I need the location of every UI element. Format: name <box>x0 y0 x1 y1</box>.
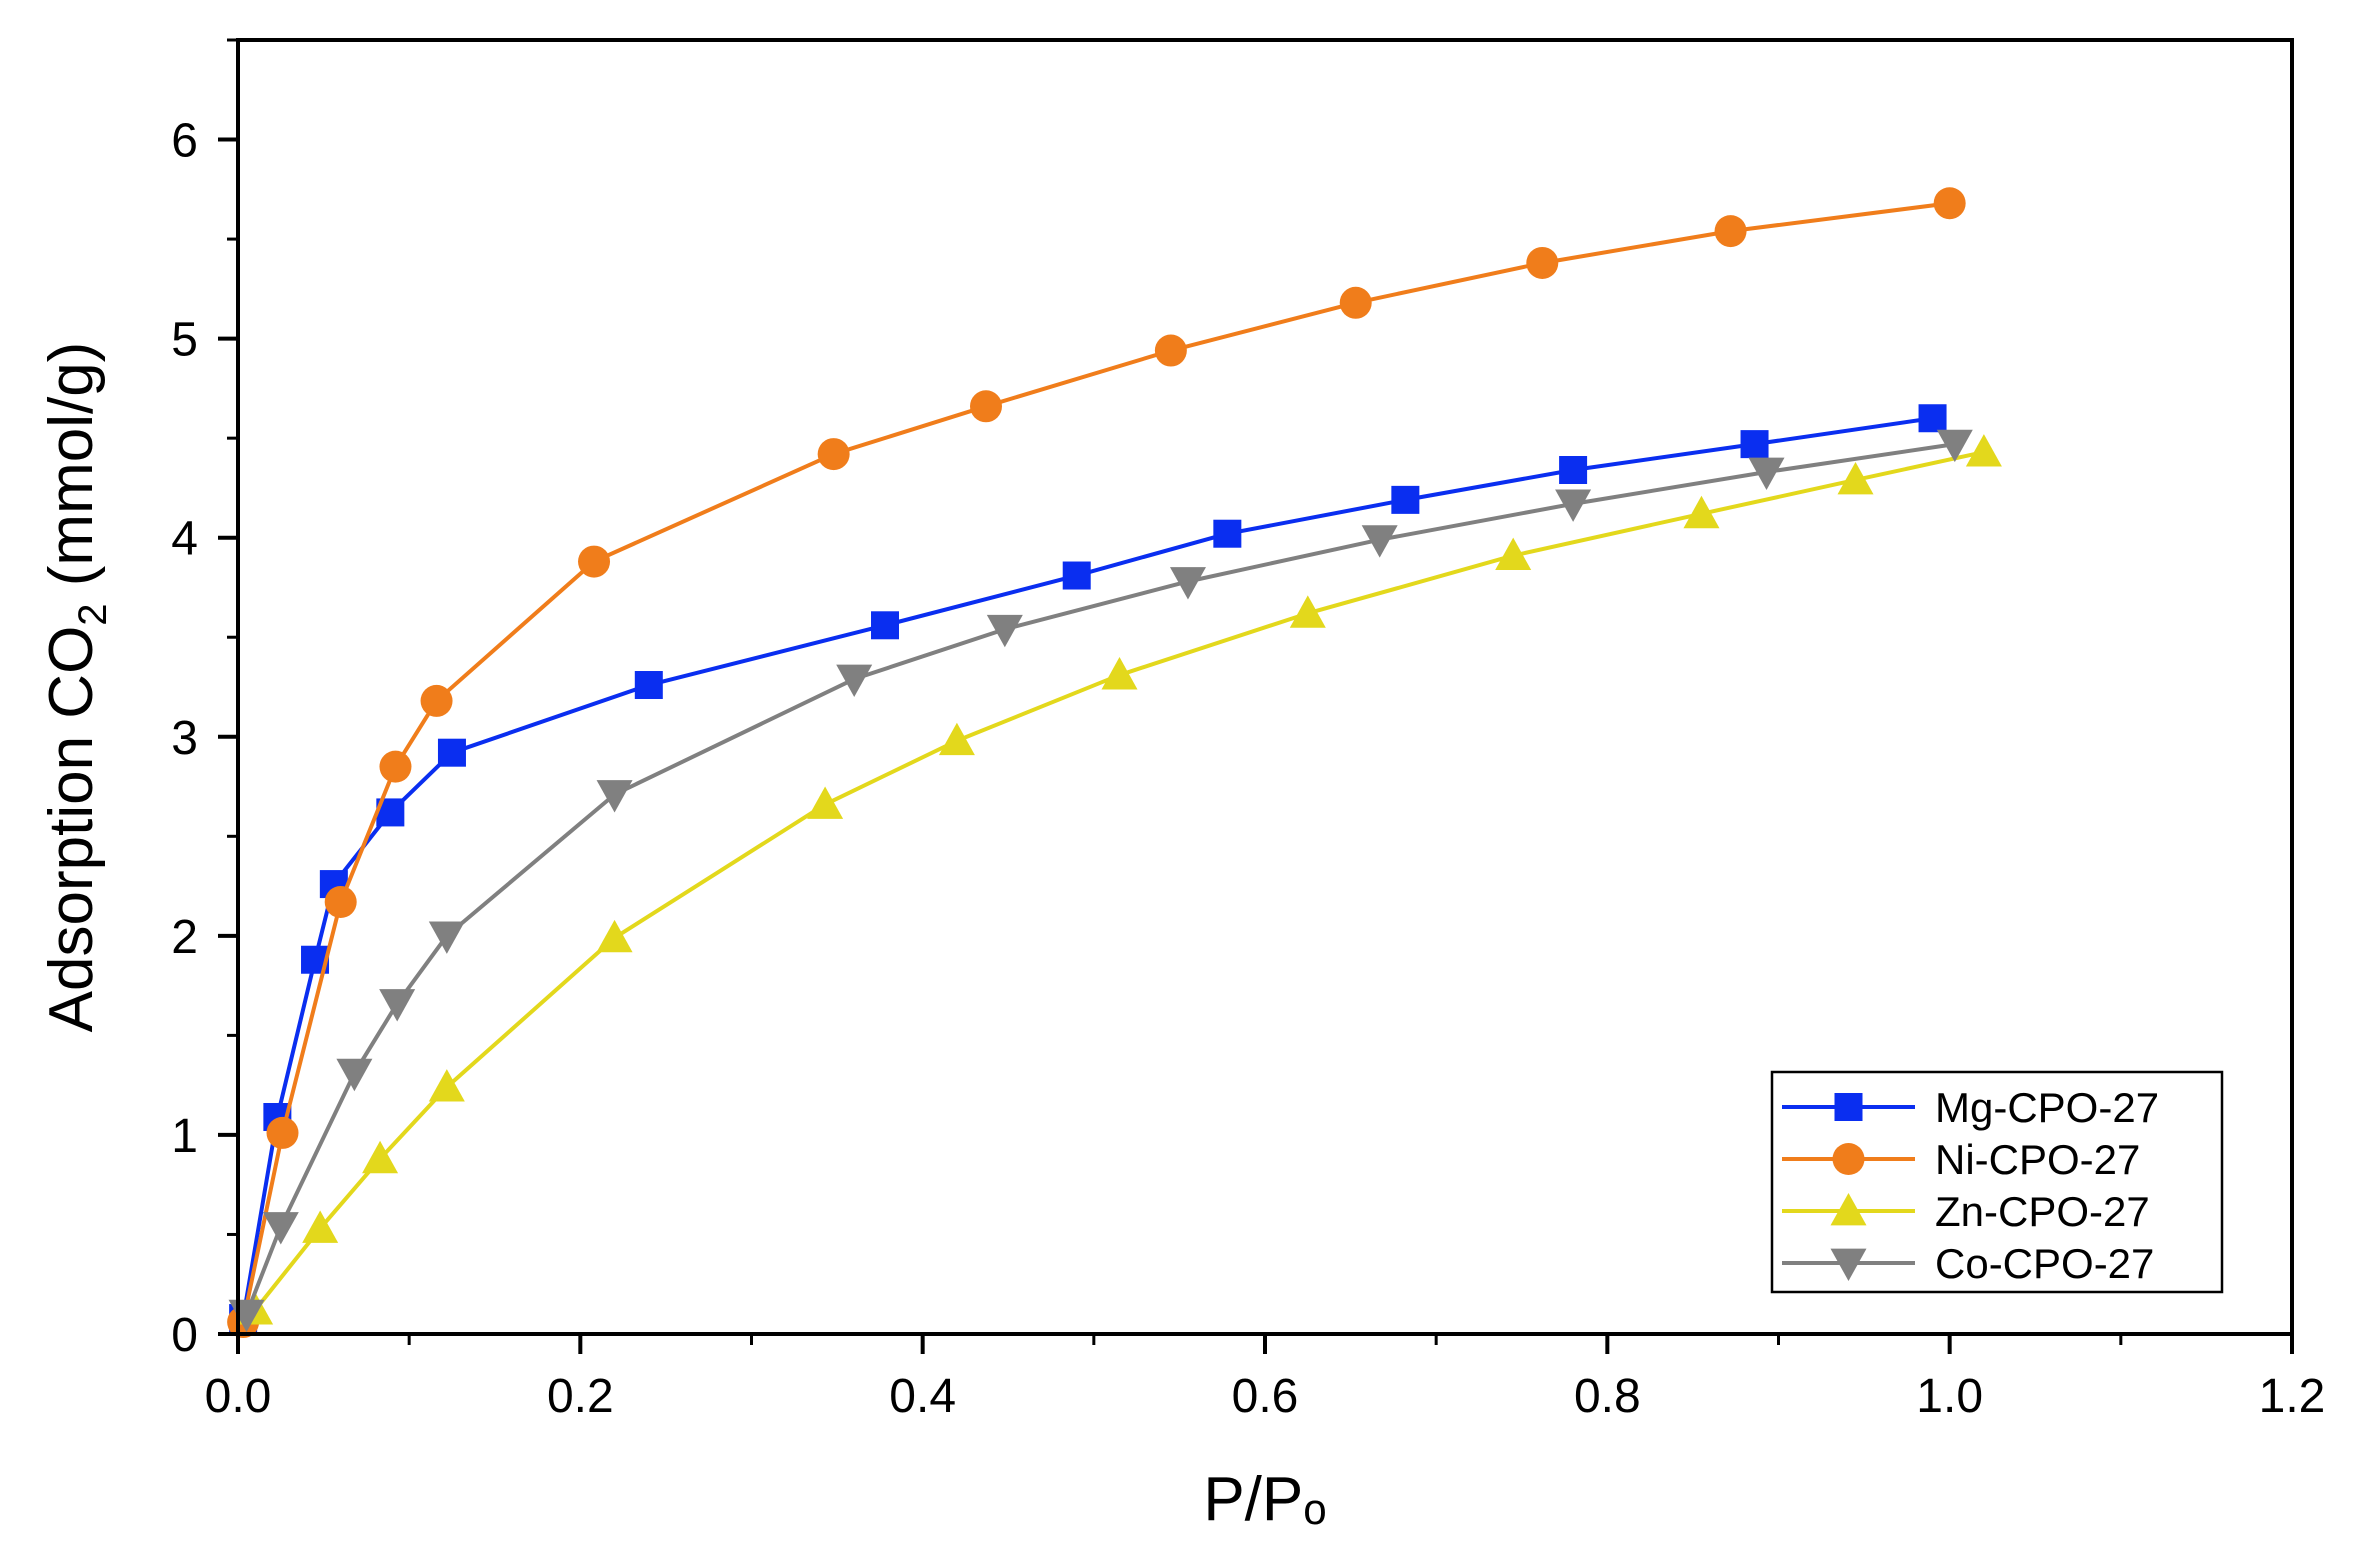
data-point-ni-cpo-27 <box>817 438 850 471</box>
x-tick-label: 1.0 <box>1916 1370 1983 1423</box>
series-layer <box>227 187 2002 1339</box>
data-point-co-cpo-27 <box>379 989 416 1022</box>
legend-marker-mg-cpo-27 <box>1834 1093 1863 1121</box>
x-tick-label: 0.8 <box>1574 1370 1641 1423</box>
data-point-co-cpo-27 <box>1748 457 1785 490</box>
legend-label-co-cpo-27: Co-CPO-27 <box>1935 1240 2154 1287</box>
data-point-ni-cpo-27 <box>1933 187 1966 220</box>
x-tick-label: 0.4 <box>889 1370 956 1423</box>
y-tick-label: 2 <box>171 911 198 964</box>
data-point-co-cpo-27 <box>428 921 465 954</box>
data-point-ni-cpo-27 <box>1526 246 1559 279</box>
data-point-ni-cpo-27 <box>1714 215 1747 248</box>
data-point-co-cpo-27 <box>1555 489 1592 522</box>
data-point-co-cpo-27 <box>336 1058 373 1092</box>
data-point-mg-cpo-27 <box>634 671 663 700</box>
data-point-co-cpo-27 <box>1361 525 1398 558</box>
data-point-zn-cpo-27 <box>1683 495 1720 529</box>
data-point-co-cpo-27 <box>1169 567 1206 600</box>
y-tick-label: 3 <box>171 712 198 765</box>
y-tick-label: 0 <box>171 1309 198 1362</box>
data-point-ni-cpo-27 <box>379 750 412 783</box>
data-point-co-cpo-27 <box>1936 429 1973 463</box>
legend-label-zn-cpo-27: Zn-CPO-27 <box>1935 1188 2150 1235</box>
data-point-mg-cpo-27 <box>871 611 900 640</box>
y-axis-title-units: (mmol/g) <box>37 342 106 604</box>
x-tick-label: 0.0 <box>205 1370 272 1423</box>
data-point-co-cpo-27 <box>262 1212 299 1245</box>
axis-ticks: 0.0 0.2 0.4 0.6 0.8 1.0 1.2 0 1 2 3 4 5 6 <box>171 38 2326 1423</box>
data-point-mg-cpo-27 <box>1559 456 1588 485</box>
x-axis-title: P/Pₒ <box>1203 1465 1326 1534</box>
y-axis-title: Adsorption CO2 (mmol/g) <box>37 342 115 1033</box>
data-point-mg-cpo-27 <box>1918 404 1947 433</box>
data-point-zn-cpo-27 <box>428 1069 465 1102</box>
data-point-ni-cpo-27 <box>324 886 357 919</box>
data-point-mg-cpo-27 <box>1391 485 1420 514</box>
data-point-mg-cpo-27 <box>437 738 466 767</box>
y-axis-title-subscript: 2 <box>71 603 115 625</box>
legend: Mg-CPO-27 Ni-CPO-27 Zn-CPO-27 Co-CPO-27 <box>1770 1070 2224 1294</box>
data-point-ni-cpo-27 <box>578 545 611 578</box>
data-point-ni-cpo-27 <box>266 1116 299 1149</box>
data-point-co-cpo-27 <box>986 614 1023 648</box>
data-point-zn-cpo-27 <box>596 919 633 953</box>
data-point-mg-cpo-27 <box>1062 561 1091 590</box>
data-point-ni-cpo-27 <box>969 390 1002 423</box>
data-point-zn-cpo-27 <box>1101 657 1138 690</box>
data-point-mg-cpo-27 <box>1740 430 1769 459</box>
y-tick-label: 4 <box>171 513 198 566</box>
legend-marker-zn-cpo-27 <box>1830 1193 1867 1226</box>
data-point-zn-cpo-27 <box>1965 434 2002 467</box>
x-tick-label: 1.2 <box>2259 1370 2326 1423</box>
x-tick-label: 0.2 <box>547 1370 614 1423</box>
y-tick-label: 1 <box>171 1110 198 1163</box>
data-point-zn-cpo-27 <box>1495 537 1532 571</box>
data-point-zn-cpo-27 <box>1837 461 1874 495</box>
data-point-co-cpo-27 <box>596 780 633 813</box>
x-tick-label: 0.6 <box>1232 1370 1299 1423</box>
data-point-zn-cpo-27 <box>362 1140 399 1174</box>
y-tick-label: 5 <box>171 314 198 367</box>
legend-marker-ni-cpo-27 <box>1832 1143 1865 1175</box>
y-tick-label: 6 <box>171 115 198 168</box>
data-point-ni-cpo-27 <box>420 684 453 717</box>
data-point-zn-cpo-27 <box>1289 595 1326 628</box>
data-point-zn-cpo-27 <box>807 786 844 819</box>
data-point-zn-cpo-27 <box>938 722 975 756</box>
legend-label-ni-cpo-27: Ni-CPO-27 <box>1935 1136 2140 1183</box>
data-point-co-cpo-27 <box>836 664 873 698</box>
data-point-ni-cpo-27 <box>1154 334 1187 367</box>
y-axis-title-main: Adsorption CO <box>37 626 106 1033</box>
data-point-ni-cpo-27 <box>1339 286 1372 319</box>
data-point-zn-cpo-27 <box>302 1210 339 1243</box>
data-point-mg-cpo-27 <box>1213 519 1242 548</box>
legend-marker-co-cpo-27 <box>1830 1248 1867 1281</box>
legend-label-mg-cpo-27: Mg-CPO-27 <box>1935 1084 2159 1131</box>
